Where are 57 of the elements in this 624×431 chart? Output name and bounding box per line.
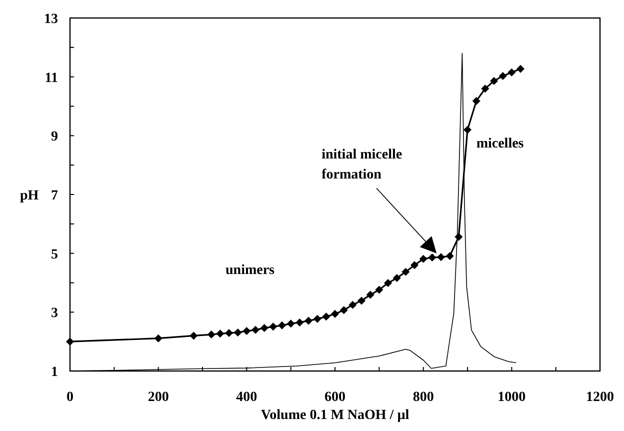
point	[313, 314, 322, 323]
x-axis-title: Volume 0.1 M NaOH / µl	[260, 408, 410, 423]
y-tick-label: 7	[51, 188, 58, 204]
y-axis-title: pH	[20, 188, 39, 204]
point	[464, 126, 472, 134]
point	[392, 274, 401, 282]
x-tick-label: 1000	[498, 390, 526, 405]
point	[286, 320, 295, 328]
point	[304, 316, 312, 325]
y-tick-label: 13	[44, 12, 58, 27]
point	[242, 326, 251, 335]
annotation: initial micelle formation	[322, 147, 402, 182]
x-tick-label: 600	[324, 390, 346, 405]
point	[410, 261, 418, 270]
point	[154, 334, 162, 342]
point	[252, 326, 260, 334]
point	[384, 279, 392, 288]
point	[498, 72, 507, 80]
point	[428, 253, 436, 262]
point	[207, 330, 216, 339]
point	[508, 68, 516, 76]
point	[278, 321, 286, 330]
point	[437, 253, 445, 262]
y-tick-label: 1	[51, 365, 58, 380]
x-tick-label: 400	[236, 390, 258, 405]
y-tick-label: 11	[44, 70, 58, 86]
point	[234, 328, 242, 336]
point	[516, 64, 524, 73]
y-tick-label: 3	[51, 306, 58, 322]
point	[216, 330, 224, 338]
point	[260, 324, 268, 332]
point	[269, 322, 278, 331]
annotation: micelles	[476, 136, 524, 152]
point	[225, 329, 233, 338]
x-tick-label: 1200	[586, 390, 614, 405]
point	[366, 290, 374, 299]
x-tick-label: 800	[412, 390, 434, 405]
point	[190, 332, 198, 340]
point	[446, 252, 454, 260]
x-tick-label: 200	[148, 390, 169, 405]
point	[296, 318, 304, 326]
point	[402, 268, 410, 276]
y-tick-label: 5	[51, 247, 58, 262]
point	[322, 312, 330, 321]
point	[375, 286, 384, 294]
point	[490, 76, 498, 85]
point	[348, 300, 357, 309]
point	[481, 84, 490, 93]
x-tick-label: 0	[66, 390, 74, 405]
y-tick-label: 9	[51, 130, 58, 145]
point	[66, 338, 74, 346]
annotation: unimers	[226, 262, 276, 278]
point	[331, 310, 339, 318]
point	[340, 306, 348, 314]
point	[419, 254, 428, 263]
point	[358, 296, 366, 305]
point	[472, 96, 480, 105]
